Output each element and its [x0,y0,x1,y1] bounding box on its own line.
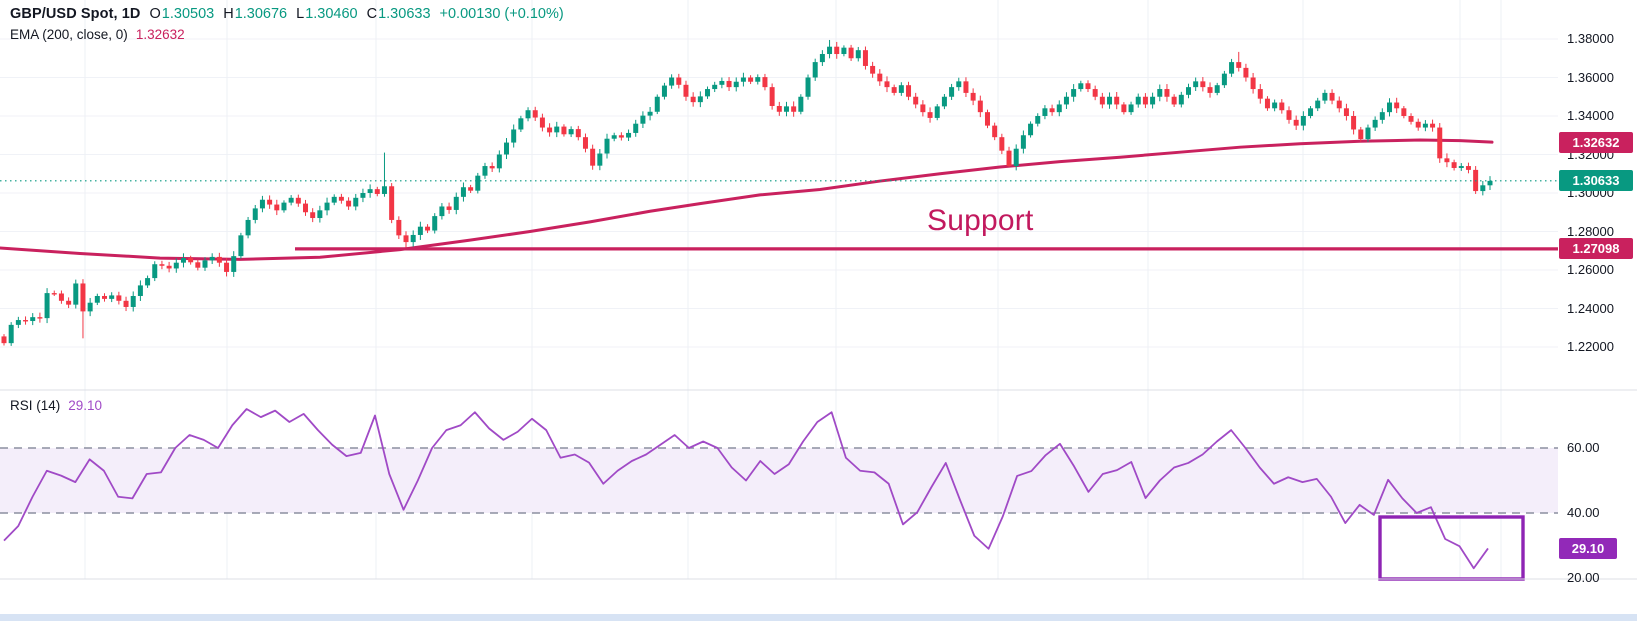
price-tick-label: 1.22000 [1567,339,1614,354]
symbol-title: GBP/USD Spot, 1D [10,6,141,22]
time-scale[interactable]: FebMarAprMayJunJulAugSepOctNov [0,579,1637,614]
rsi-label: RSI (14) [10,398,61,413]
ohlc-open: O 1.30503 [149,6,215,22]
rsi-value: 29.10 [68,398,103,413]
rsi-legend[interactable]: RSI (14) 29.10 [10,398,102,413]
support-price-badge: 1.27098 [1559,238,1633,260]
price-tick-label: 1.26000 [1567,262,1614,277]
ema-legend[interactable]: EMA (200, close, 0) 1.32632 [10,27,185,42]
price-tick-label: 1.24000 [1567,300,1614,316]
bottom-strip [0,614,1637,621]
price-tick-label: 1.28000 [1567,223,1614,239]
price-tick-label: 1.34000 [1567,108,1614,123]
ema-price-badge: 1.32632 [1559,131,1633,153]
ohlc-close: C 1.30633 [366,6,431,22]
rsi-tick-label: 60.00 [1567,440,1600,455]
support-annotation[interactable]: Support [927,204,1034,237]
ema-label: EMA (200, close, 0) [10,27,128,42]
price-tick-label: 1.38000 [1567,31,1614,46]
price-scale[interactable]: 1.38000 1.36000 1.34000 1.32000 1.30000 1.280… [1558,0,1637,614]
last-price-badge: 1.30633 [1559,170,1633,192]
rsi-tick-label: 40.00 [1567,505,1600,520]
price-change: +0.00130 (+0.10%) [439,6,564,22]
rsi-value-badge: 29.10 [1559,537,1617,559]
price-tick-label: 1.36000 [1567,69,1614,85]
symbol-legend[interactable]: GBP/USD Spot, 1D O 1.30503 H 1.30676 L 1.30… [10,6,564,22]
ohlc-high: H 1.30676 [223,6,288,22]
ohlc-low: L 1.30460 [296,6,358,22]
rsi-tick-label: 20.00 [1567,570,1600,585]
ema-value: 1.32632 [135,27,185,42]
